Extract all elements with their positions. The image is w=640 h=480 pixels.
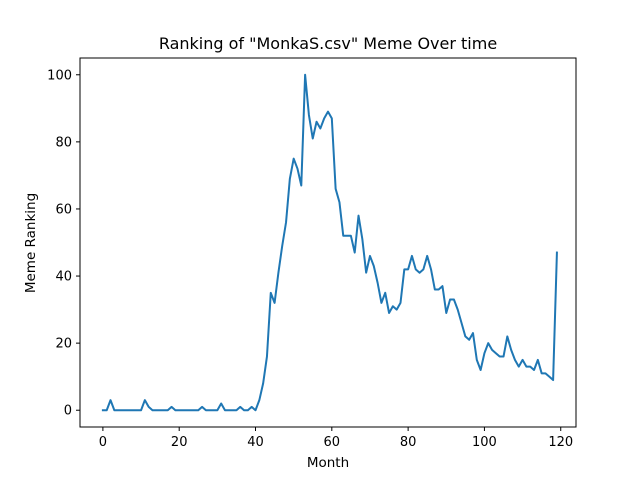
x-tick-label: 20 (171, 435, 188, 450)
series-line (101, 73, 558, 412)
y-axis: 0 20 40 60 80 100 (47, 68, 80, 419)
x-tick-label: 40 (247, 435, 264, 450)
y-tick-label: 60 (55, 202, 72, 217)
y-axis-label: Meme Ranking (23, 193, 39, 293)
plot-frame (79, 57, 577, 428)
x-tick-label: 0 (99, 435, 107, 450)
x-axis: 0 20 40 60 80 100 120 (99, 427, 573, 450)
x-tick-label: 60 (324, 435, 341, 450)
chart-title: Ranking of "MonkaS.csv" Meme Over time (159, 34, 497, 53)
x-tick-label: 100 (472, 435, 497, 450)
y-tick-label: 20 (55, 337, 72, 352)
y-tick-label: 100 (47, 68, 72, 83)
x-tick-label: 80 (400, 435, 417, 450)
x-tick-label: 120 (548, 435, 573, 450)
plot-lines (101, 73, 558, 412)
y-tick-label: 80 (55, 135, 72, 150)
x-axis-label: Month (307, 455, 349, 471)
y-tick-label: 40 (55, 270, 72, 285)
y-tick-label: 0 (64, 404, 72, 419)
